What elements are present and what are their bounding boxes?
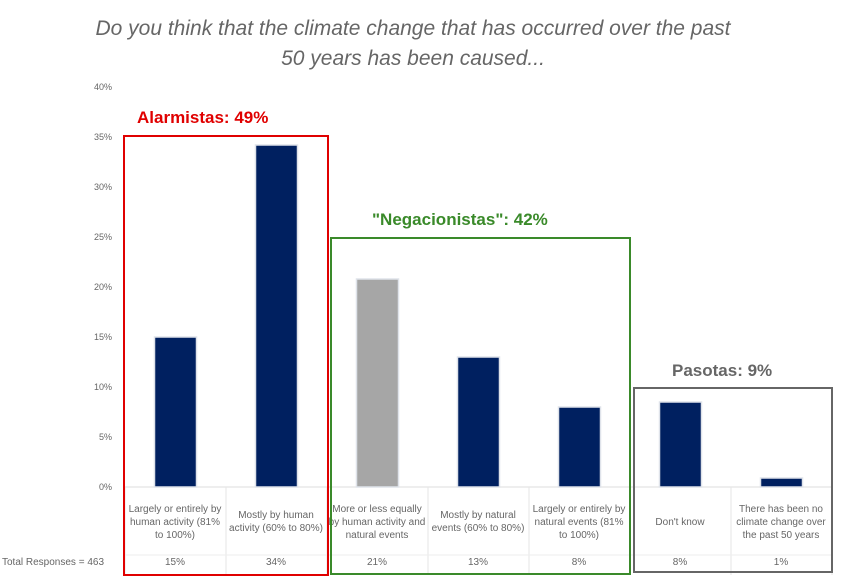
group-box-pasotas bbox=[633, 387, 833, 573]
category-label: Largely or entirely by natural events (8… bbox=[532, 503, 626, 541]
value-label: 1% bbox=[773, 557, 789, 568]
chart-title-line-1: Do you think that the climate change tha… bbox=[95, 17, 731, 40]
bar bbox=[456, 356, 501, 488]
y-tick-label: 30% bbox=[94, 182, 112, 192]
y-tick-label: 0% bbox=[99, 482, 112, 492]
y-tick-label: 5% bbox=[99, 432, 112, 442]
bar bbox=[658, 401, 703, 488]
y-tick-label: 40% bbox=[94, 82, 112, 92]
group-label-negacionistas: "Negacionistas": 42% bbox=[372, 210, 548, 229]
group-label-pasotas: Pasotas: 9% bbox=[672, 361, 773, 380]
total-responses: Total Responses = 463 bbox=[2, 557, 105, 568]
value-label: 15% bbox=[164, 557, 185, 568]
value-label: 21% bbox=[366, 557, 387, 568]
bar bbox=[759, 477, 804, 488]
y-tick-label: 20% bbox=[94, 282, 112, 292]
value-label: 8% bbox=[672, 557, 688, 568]
bar bbox=[355, 278, 400, 488]
value-label: 13% bbox=[467, 557, 488, 568]
y-tick-label: 10% bbox=[94, 382, 112, 392]
value-label: 34% bbox=[265, 557, 286, 568]
value-label: 8% bbox=[571, 557, 587, 568]
category-label: There has been no climate change over th… bbox=[736, 503, 826, 541]
category-label: More or less equally by human activity a… bbox=[328, 503, 426, 541]
y-tick-label: 25% bbox=[94, 232, 112, 242]
y-tick-label: 35% bbox=[94, 132, 112, 142]
chart-title-line-2: 50 years has been caused... bbox=[281, 47, 545, 70]
group-box-negacionistas bbox=[330, 237, 631, 575]
bar bbox=[254, 144, 299, 488]
bar bbox=[153, 336, 198, 488]
category-label: Mostly by human activity (60% to 80%) bbox=[229, 510, 323, 534]
category-label: Don't know bbox=[655, 516, 705, 528]
category-label: Largely or entirely by human activity (8… bbox=[128, 503, 222, 541]
bar bbox=[557, 406, 602, 488]
y-tick-label: 15% bbox=[94, 332, 112, 342]
category-label: Mostly by natural events (60% to 80%) bbox=[431, 510, 525, 534]
group-box-alarmistas bbox=[123, 135, 329, 576]
group-label-alarmistas: Alarmistas: 49% bbox=[137, 108, 269, 127]
